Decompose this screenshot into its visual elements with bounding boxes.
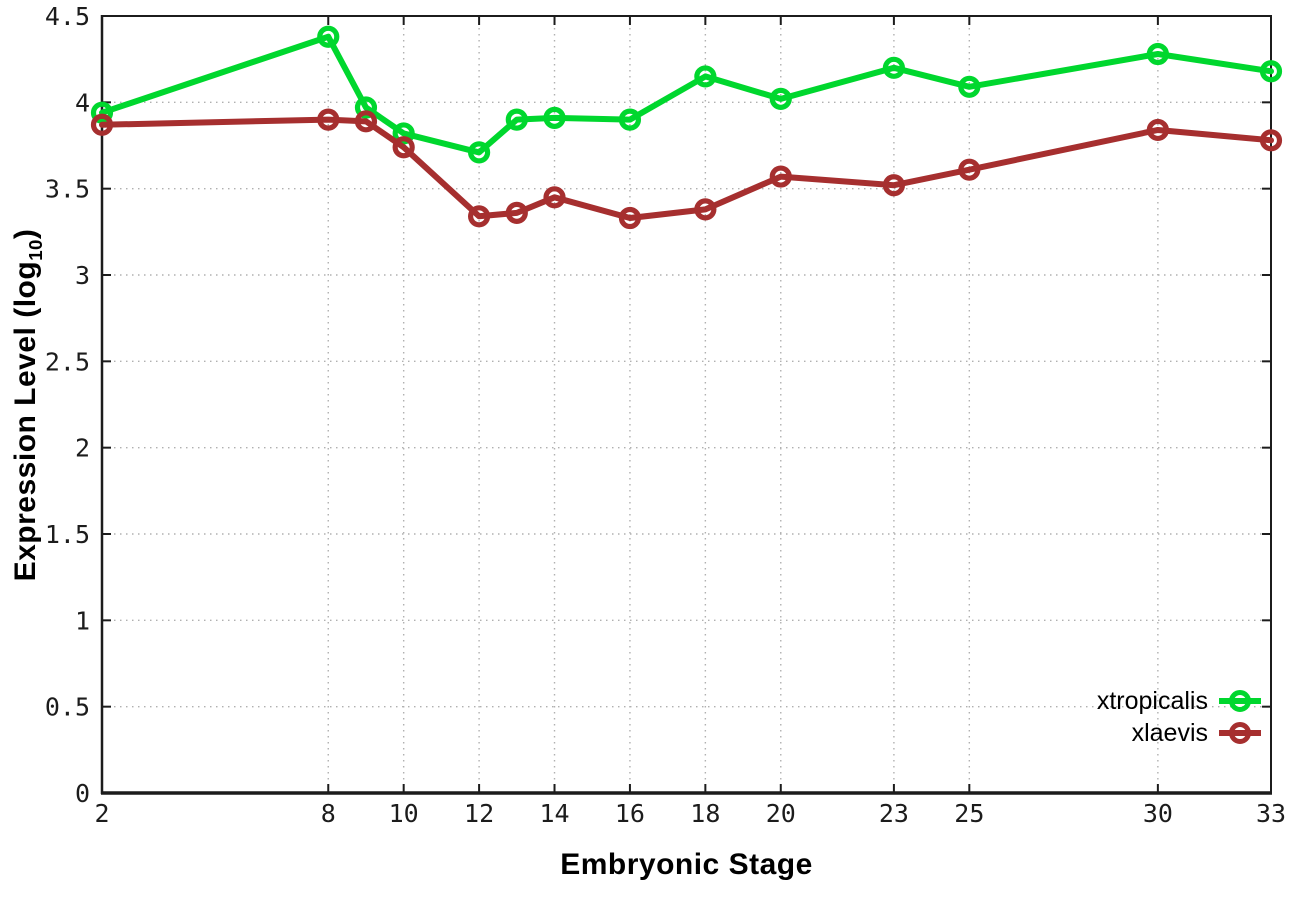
y-tick-label: 3.5 xyxy=(45,175,90,204)
data-point-xtropicalis xyxy=(354,96,378,119)
data-point-xtropicalis xyxy=(543,106,566,129)
legend-item-xlaevis: xlaevis xyxy=(1097,717,1264,749)
y-tick-label: 2.5 xyxy=(45,347,90,376)
x-tick-label: 25 xyxy=(954,799,984,828)
data-point-xlaevis xyxy=(467,205,491,228)
y-tick-label: 1 xyxy=(75,606,90,635)
data-point-xtropicalis xyxy=(882,56,906,79)
data-point-xlaevis xyxy=(1146,118,1169,142)
data-point-xlaevis xyxy=(769,165,792,188)
data-point-xlaevis xyxy=(882,174,906,197)
data-point-xtropicalis xyxy=(618,108,642,131)
y-axis-title: Expression Level (log10) xyxy=(9,15,47,795)
data-point-xtropicalis xyxy=(1146,42,1169,66)
data-point-xlaevis xyxy=(543,186,566,209)
data-point-xtropicalis xyxy=(317,25,340,48)
data-point-xlaevis xyxy=(1259,129,1283,152)
data-point-xlaevis xyxy=(958,158,981,181)
x-tick-label: 23 xyxy=(879,799,909,828)
x-tick-label: 33 xyxy=(1256,799,1286,828)
x-tick-label: 16 xyxy=(615,799,645,828)
open-circle-icon xyxy=(1229,722,1251,744)
data-point-xtropicalis xyxy=(467,141,491,164)
data-point-xlaevis xyxy=(505,201,528,224)
data-point-xlaevis xyxy=(317,108,340,131)
data-point-xtropicalis xyxy=(505,108,528,131)
data-point-xlaevis xyxy=(354,110,378,133)
data-point-xtropicalis xyxy=(958,75,981,98)
x-tick-label: 10 xyxy=(389,799,419,828)
legend-label-xtropicalis: xtropicalis xyxy=(1096,686,1208,715)
y-tick-label: 0 xyxy=(75,779,90,808)
data-point-xtropicalis xyxy=(392,122,415,145)
x-tick-label: 18 xyxy=(690,799,720,828)
legend-label-xlaevis: xlaevis xyxy=(1131,718,1208,747)
x-axis-title: Embryonic Stage xyxy=(560,848,813,881)
x-tick-label: 14 xyxy=(539,799,569,828)
data-point-xtropicalis xyxy=(1259,60,1283,83)
y-tick-label: 1.5 xyxy=(45,520,90,549)
legend: xtropicalis xlaevis xyxy=(1097,685,1264,749)
data-point-xlaevis xyxy=(90,113,114,136)
y-tick-label: 4.5 xyxy=(45,2,90,31)
data-point-xlaevis xyxy=(618,206,642,230)
data-point-xtropicalis xyxy=(90,101,114,124)
y-tick-label: 2 xyxy=(75,434,90,463)
data-point-xlaevis xyxy=(694,198,717,221)
y-tick-label: 3 xyxy=(75,261,90,290)
x-tick-label: 2 xyxy=(94,799,109,828)
open-circle-icon xyxy=(1229,690,1251,712)
plot-border xyxy=(101,15,1272,794)
data-point-xtropicalis xyxy=(694,65,717,88)
legend-sample-xlaevis xyxy=(1219,722,1261,744)
x-tick-label: 20 xyxy=(766,799,796,828)
y-axis-title-suffix: ) xyxy=(9,228,42,240)
series-line-xlaevis xyxy=(99,116,1274,222)
data-point-xlaevis xyxy=(392,136,415,159)
y-axis-title-subscript: 10 xyxy=(25,239,46,261)
x-tick-label: 12 xyxy=(464,799,494,828)
series-line-xtropicalis xyxy=(99,33,1274,156)
y-axis-title-prefix: Expression Level (log xyxy=(9,260,42,582)
x-tick-label: 30 xyxy=(1143,799,1173,828)
legend-sample-xtropicalis xyxy=(1219,690,1261,712)
legend-item-xtropicalis: xtropicalis xyxy=(1097,685,1264,717)
y-tick-label: 4 xyxy=(75,88,90,117)
x-tick-label: 8 xyxy=(321,799,336,828)
data-point-xtropicalis xyxy=(769,87,792,110)
y-tick-label: 0.5 xyxy=(45,693,90,722)
